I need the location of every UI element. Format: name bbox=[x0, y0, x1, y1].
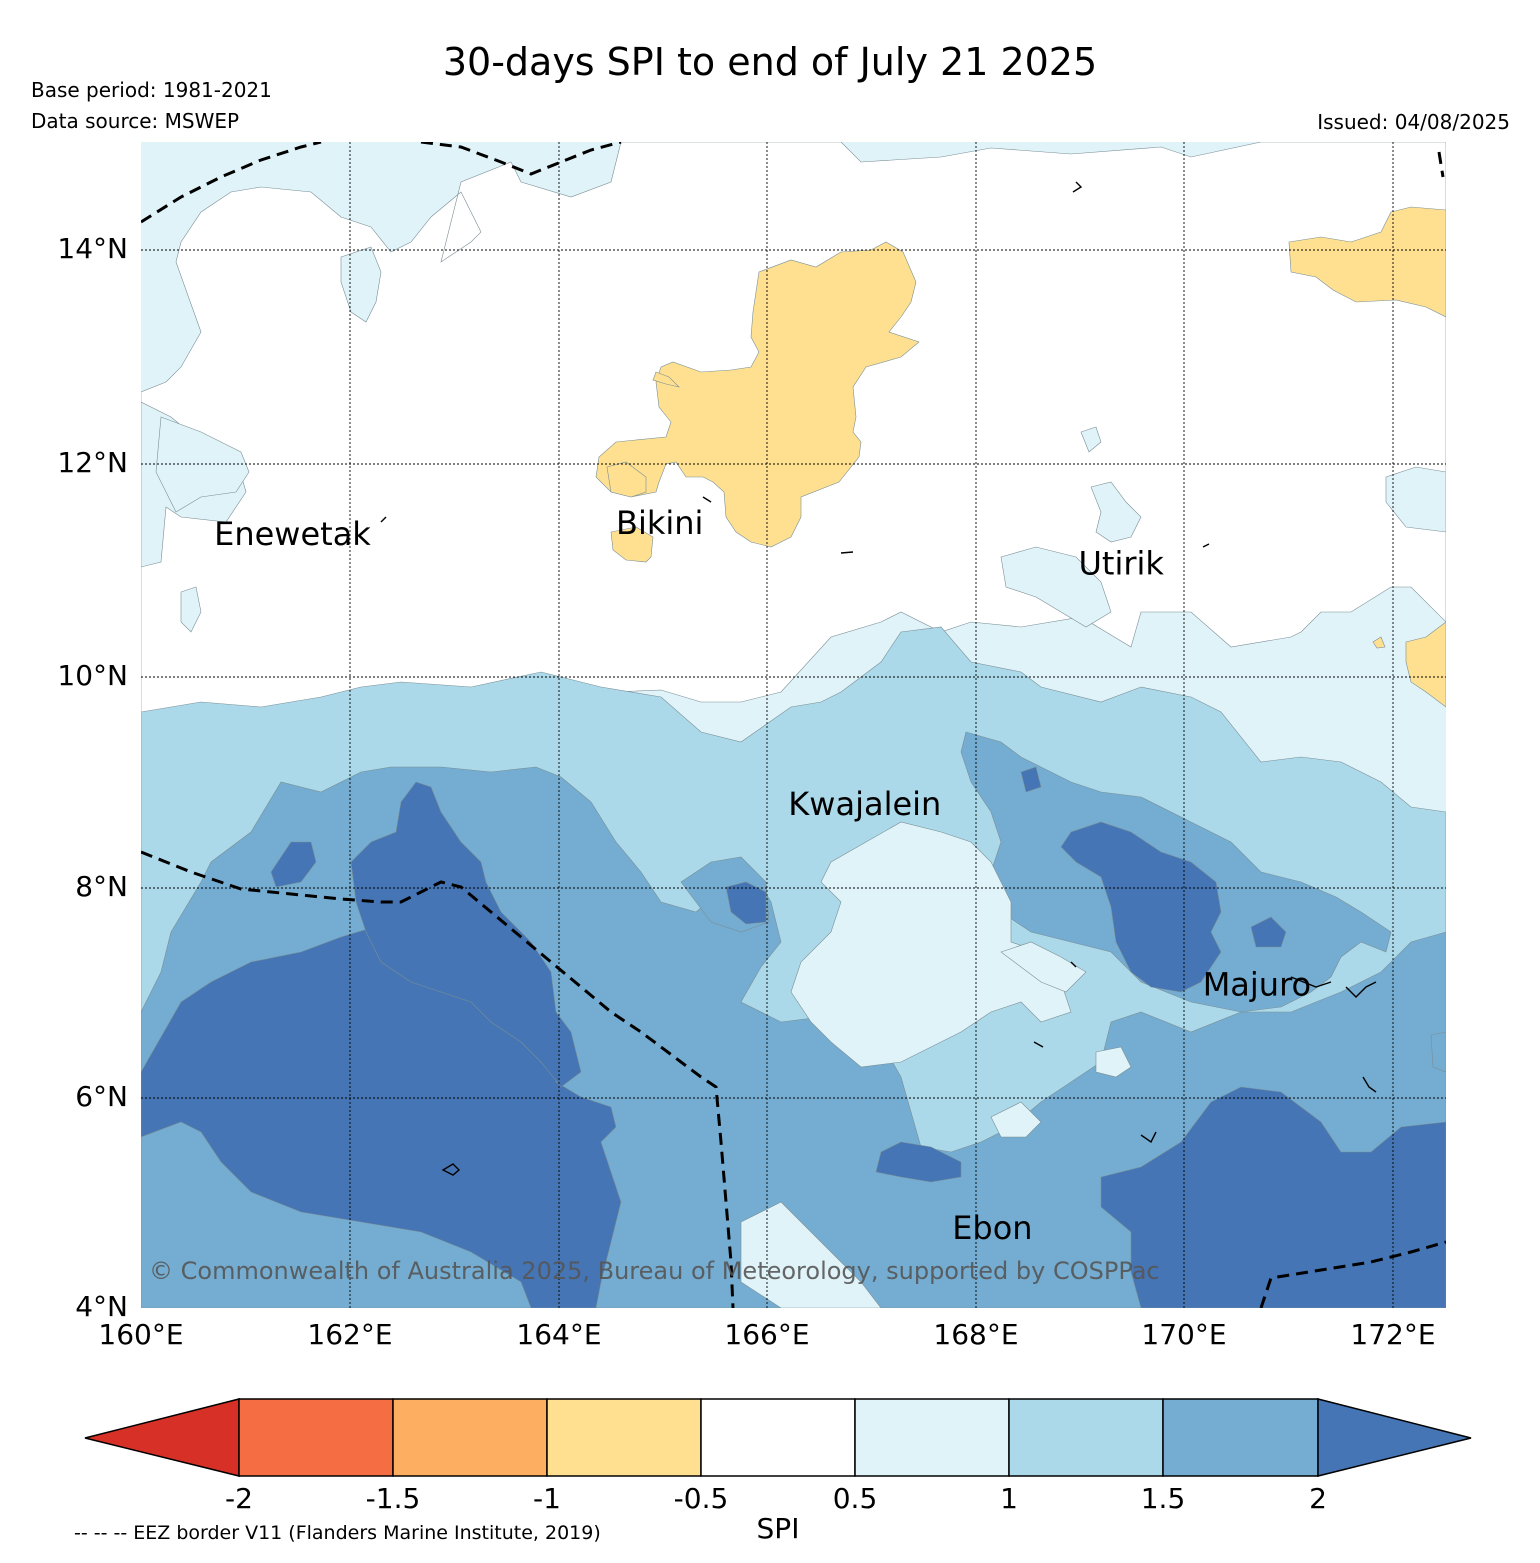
place-label-enewetak: Enewetak bbox=[214, 515, 371, 553]
spi-zone-light bbox=[1095, 1046, 1132, 1078]
spi-zone-very-wet bbox=[1060, 821, 1222, 993]
spi-zone-dry bbox=[1405, 621, 1446, 708]
colorbar-segment bbox=[1008, 1398, 1164, 1477]
lat-tick-4: 4°N bbox=[75, 1290, 128, 1323]
lon-tick-162: 162°E bbox=[307, 1318, 393, 1351]
spi-zone-light bbox=[1000, 546, 1112, 628]
place-labels: Enewetak Bikini Kwajalein Utirik Majuro … bbox=[214, 504, 1311, 1247]
place-label-ebon: Ebon bbox=[952, 1209, 1032, 1247]
place-label-utirik: Utirik bbox=[1079, 545, 1165, 583]
place-label-bikini: Bikini bbox=[616, 504, 703, 542]
spi-zone-light bbox=[1000, 941, 1087, 993]
spi-zone-very-wet bbox=[1250, 916, 1287, 948]
base-period: Base period: 1981-2021 bbox=[31, 78, 272, 102]
colorbar-tick: 2 bbox=[1309, 1482, 1327, 1515]
colorbar-tick: -2 bbox=[225, 1482, 253, 1515]
spi-colorbar bbox=[84, 1398, 1472, 1477]
lat-tick-6: 6°N bbox=[75, 1080, 128, 1113]
spi-zone-dry bbox=[606, 461, 647, 498]
colorbar-extend-high bbox=[1317, 1398, 1472, 1477]
colorbar-tick: 1 bbox=[1000, 1482, 1018, 1515]
colorbar-tick: -0.5 bbox=[673, 1482, 729, 1515]
spi-zone-dry bbox=[1372, 636, 1386, 649]
lat-tick-8: 8°N bbox=[75, 870, 128, 903]
lon-tick-166: 166°E bbox=[724, 1318, 810, 1351]
spi-zone-very-wet bbox=[875, 1141, 962, 1183]
colorbar-tick: 0.5 bbox=[832, 1482, 878, 1515]
lat-tick-12: 12°N bbox=[57, 446, 128, 479]
spi-zone-light bbox=[180, 586, 202, 633]
spi-zone-light bbox=[990, 1101, 1042, 1138]
spi-zone-light bbox=[1090, 481, 1142, 543]
colorbar-tick: -1 bbox=[533, 1482, 561, 1515]
lat-tick-14: 14°N bbox=[57, 232, 128, 265]
place-label-majuro: Majuro bbox=[1203, 965, 1311, 1003]
lon-tick-168: 168°E bbox=[933, 1318, 1019, 1351]
colorbar-segment bbox=[854, 1398, 1010, 1477]
lon-tick-170: 170°E bbox=[1141, 1318, 1227, 1351]
colorbar-segment bbox=[238, 1398, 394, 1477]
spi-zone-wet bbox=[1430, 1031, 1446, 1073]
eez-border bbox=[141, 142, 1446, 1308]
spi-map: Enewetak Bikini Kwajalein Utirik Majuro … bbox=[141, 142, 1446, 1308]
lon-tick-172: 172°E bbox=[1350, 1318, 1436, 1351]
lat-tick-10: 10°N bbox=[57, 659, 128, 692]
colorbar-tick: 1.5 bbox=[1140, 1482, 1186, 1515]
colorbar-tick: -1.5 bbox=[365, 1482, 421, 1515]
spi-zone-light bbox=[1385, 466, 1446, 533]
spi-zone-light bbox=[340, 246, 382, 323]
spi-zone-light bbox=[740, 1201, 882, 1308]
spi-zone-dry bbox=[652, 371, 680, 388]
spi-zone-dry bbox=[610, 526, 654, 563]
lon-tick-164: 164°E bbox=[516, 1318, 602, 1351]
graticule bbox=[141, 142, 1446, 1308]
colorbar-extend-low bbox=[84, 1398, 240, 1477]
colorbar-segment bbox=[392, 1398, 548, 1477]
issued-date: Issued: 04/08/2025 bbox=[1317, 110, 1510, 134]
spi-zone-very-wet bbox=[1020, 766, 1042, 793]
colorbar-segment bbox=[700, 1398, 856, 1477]
colorbar-segment bbox=[546, 1398, 702, 1477]
place-label-kwajalein: Kwajalein bbox=[788, 785, 941, 823]
spi-zone-very-wet bbox=[725, 881, 767, 925]
spi-zone-light bbox=[155, 416, 250, 513]
island-outlines bbox=[380, 181, 1377, 1176]
colorbar-title: SPI bbox=[756, 1512, 800, 1545]
spi-zone-light bbox=[1080, 426, 1102, 453]
spi-zone-dry bbox=[1288, 206, 1446, 318]
data-source: Data source: MSWEP bbox=[31, 109, 240, 133]
colorbar-segment bbox=[1162, 1398, 1319, 1477]
spi-zone-very-wet bbox=[350, 781, 582, 1088]
eez-footnote: -- -- -- EEZ border V11 (Flanders Marine… bbox=[74, 1522, 601, 1544]
map-title: 30-days SPI to end of July 21 2025 bbox=[442, 40, 1098, 84]
spi-zone-very-wet bbox=[1100, 1086, 1446, 1308]
copyright-notice: © Commonwealth of Australia 2025, Bureau… bbox=[149, 1257, 1160, 1285]
lon-tick-160: 160°E bbox=[98, 1318, 184, 1351]
spi-zone-very-wet bbox=[270, 841, 317, 888]
